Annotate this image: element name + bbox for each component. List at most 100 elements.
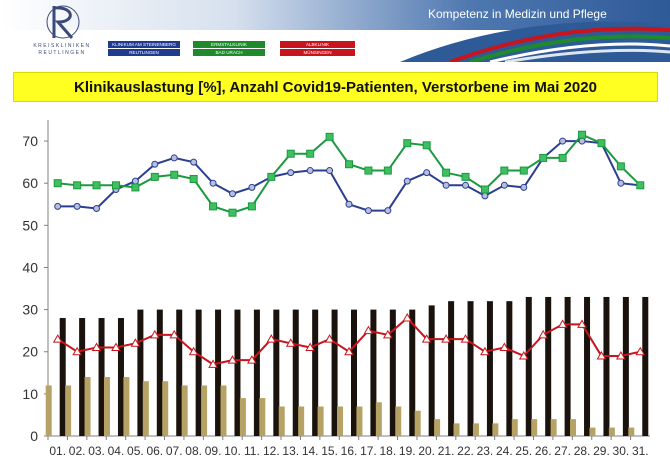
bar-tan — [414, 410, 421, 436]
point-marker-triangle — [266, 334, 277, 343]
point-marker-triangle — [596, 350, 607, 360]
y-tick-label: 10 — [22, 386, 38, 402]
x-tick-label: 26. — [535, 444, 552, 458]
bar-tan — [550, 419, 557, 436]
site-link-ermstal-name[interactable]: ERMSTALKLINIK — [193, 41, 265, 48]
point-marker-circle — [578, 137, 586, 145]
point-marker-square — [150, 172, 159, 181]
point-marker-square — [209, 202, 218, 211]
bar-tan — [337, 406, 343, 436]
logo-text-line2: REUTLINGEN — [38, 50, 86, 56]
point-marker-square — [403, 139, 412, 148]
point-marker-circle — [93, 204, 101, 212]
bar-tan — [162, 381, 169, 436]
bar-dark — [156, 309, 163, 436]
point-marker-square — [111, 181, 120, 190]
x-tick-label: 01. — [49, 444, 66, 458]
point-marker-square — [364, 166, 373, 175]
x-tick-label: 17. — [360, 444, 377, 458]
x-tick-label: 15. — [321, 444, 338, 458]
point-marker-square — [92, 181, 101, 190]
point-marker-circle — [151, 160, 159, 168]
point-marker-square — [189, 174, 198, 183]
point-marker-square — [539, 153, 548, 162]
bar-dark — [59, 318, 66, 436]
bar-tan — [103, 377, 110, 436]
x-tick-label: 27. — [554, 444, 571, 458]
point-marker-triangle — [402, 313, 413, 322]
bar-dark — [79, 318, 86, 436]
bar-dark — [486, 301, 493, 436]
point-marker-square — [325, 132, 334, 141]
point-marker-circle — [54, 202, 62, 210]
bar-tan — [434, 419, 441, 436]
point-marker-triangle — [616, 350, 626, 360]
bar-dark — [312, 309, 319, 436]
bar-tan — [142, 381, 149, 436]
point-marker-triangle — [344, 346, 354, 356]
point-marker-triangle — [441, 334, 451, 343]
x-tick-label: 25. — [515, 444, 532, 458]
x-tick-label: 28. — [574, 444, 591, 458]
point-marker-square — [442, 168, 451, 177]
x-tick-label: 02. — [69, 444, 86, 458]
x-tick-label: 31. — [632, 444, 649, 458]
y-tick-label: 60 — [22, 175, 38, 191]
bar-tan — [531, 419, 538, 436]
bar-dark — [370, 309, 377, 436]
logo-text-line1: KREISKLINIKEN — [33, 43, 91, 49]
point-marker-triangle — [91, 342, 102, 352]
x-tick-label: 08. — [185, 444, 202, 458]
point-marker-triangle — [538, 329, 549, 339]
point-marker-circle — [73, 202, 81, 210]
header-banner-graphic — [0, 0, 670, 62]
chart: 0 10 20 30 40 50 60 70 01. 02. 03. 04. 05. 06. 07. 08. 0… — [22, 120, 650, 458]
bar-tan — [453, 423, 460, 436]
bar-dark — [467, 301, 474, 436]
bar-tan — [201, 385, 208, 436]
bar-tan — [220, 385, 227, 436]
x-tick-label: 21. — [438, 444, 455, 458]
point-marker-square — [500, 166, 509, 175]
bar-tan — [511, 419, 518, 436]
chart-title: Klinikauslastung [%], Anzahl Covid19-Pat… — [74, 79, 597, 96]
x-tick-label: 18. — [379, 444, 396, 458]
point-marker-triangle — [149, 329, 160, 339]
point-marker-triangle — [499, 342, 510, 352]
point-marker-triangle — [285, 338, 296, 347]
point-marker-circle — [500, 181, 508, 189]
bar-tan — [356, 406, 363, 436]
site-link-ermstal-city[interactable]: BAD URACH — [193, 49, 265, 56]
point-marker-triangle — [169, 329, 180, 339]
y-tick-label: 20 — [22, 344, 38, 360]
x-tick-label: 05. — [127, 444, 144, 458]
point-marker-square — [267, 172, 276, 181]
x-tick-label: 24. — [496, 444, 513, 458]
point-marker-triangle — [52, 334, 63, 343]
series-line-triangle — [57, 316, 641, 366]
point-marker-square — [228, 208, 237, 217]
bar-dark — [253, 309, 260, 436]
bar-tan — [84, 377, 91, 436]
bar-tan — [395, 406, 402, 436]
series-line-circle — [57, 140, 641, 212]
point-marker-circle — [228, 190, 236, 198]
bar-dark — [389, 309, 396, 436]
x-tick-label: 03. — [88, 444, 105, 458]
site-link-steinenberg-city[interactable]: REUTLINGEN — [108, 49, 180, 56]
site-link-alb-name[interactable]: ALBKLINIK — [280, 41, 355, 48]
point-marker-square — [383, 166, 392, 175]
bar-tan — [608, 427, 615, 436]
x-tick-label: 06. — [146, 444, 163, 458]
point-marker-triangle — [382, 329, 393, 339]
x-tick-label: 11. — [244, 444, 260, 458]
x-tick-label: 30. — [613, 444, 630, 458]
bar-tan — [628, 427, 635, 436]
point-marker-square — [597, 139, 606, 148]
point-marker-circle — [520, 183, 528, 191]
site-link-steinenberg-name[interactable]: KLINIKUM AM STEINENBERG — [108, 41, 180, 48]
point-marker-triangle — [208, 359, 218, 368]
y-tick-label: 40 — [22, 259, 38, 275]
bar-tan — [65, 385, 72, 436]
site-link-alb-city[interactable]: MÜNSINGEN — [280, 49, 355, 56]
